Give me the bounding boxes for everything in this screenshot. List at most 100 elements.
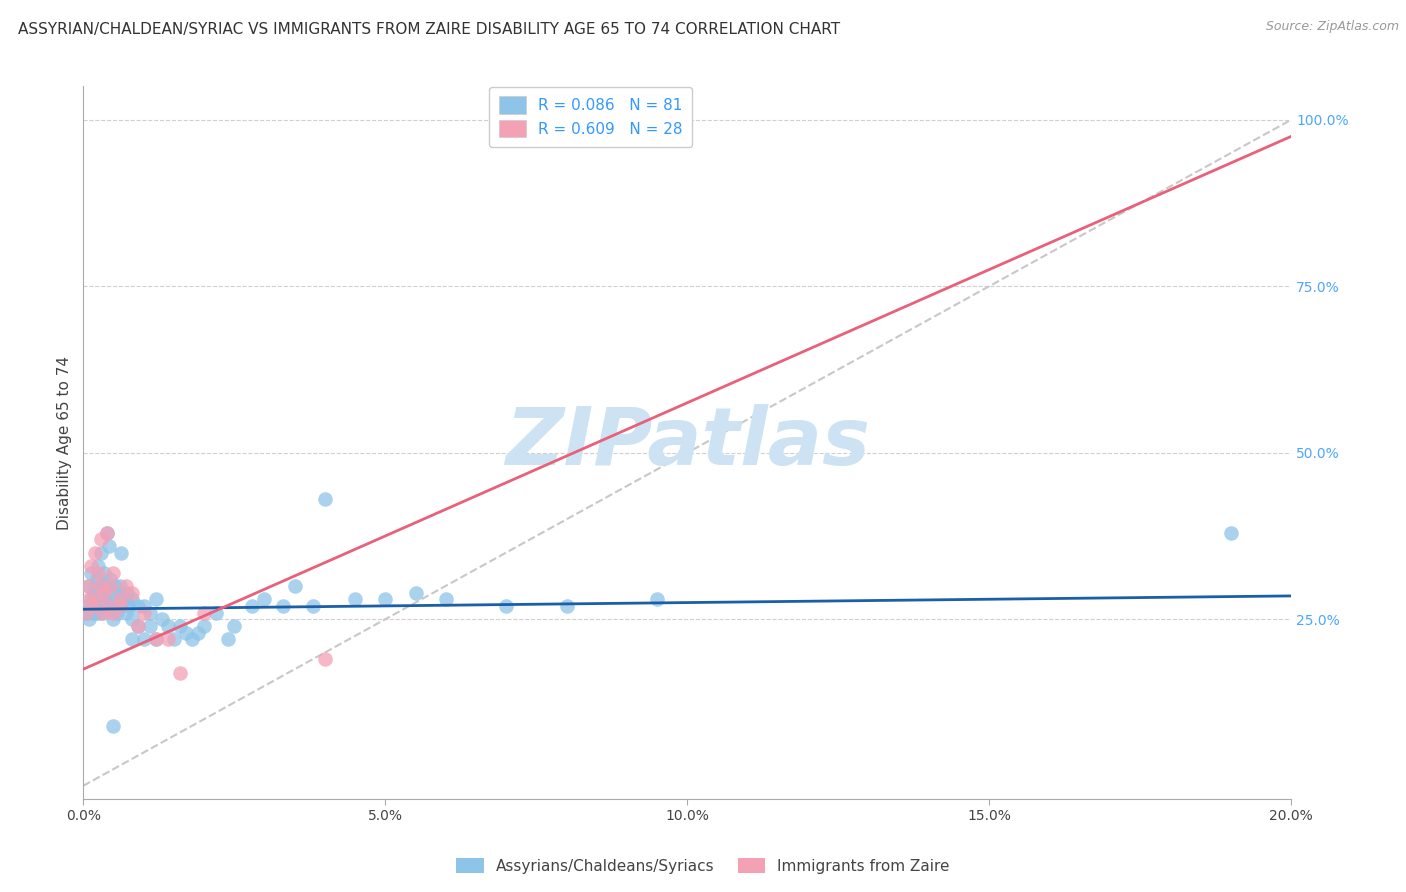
Point	[90, 599, 112, 613]
Point	[90, 579, 112, 593]
Point	[91, 579, 114, 593]
Point	[87, 566, 110, 580]
Point	[121, 585, 143, 599]
Point	[77, 599, 100, 613]
Point	[138, 619, 160, 633]
Point	[314, 492, 336, 507]
Point	[115, 585, 138, 599]
Point	[121, 632, 143, 647]
Point	[96, 599, 118, 613]
Point	[284, 579, 307, 593]
Text: ZIPatlas: ZIPatlas	[505, 404, 870, 482]
Point	[84, 592, 107, 607]
Text: Source: ZipAtlas.com: Source: ZipAtlas.com	[1265, 20, 1399, 33]
Point	[108, 599, 131, 613]
Point	[163, 632, 186, 647]
Point	[82, 606, 104, 620]
Point	[83, 585, 105, 599]
Point	[344, 592, 367, 607]
Point	[87, 558, 110, 573]
Point	[169, 665, 191, 680]
Point	[87, 606, 110, 620]
Point	[132, 606, 155, 620]
Point	[96, 599, 118, 613]
Point	[75, 606, 97, 620]
Point	[100, 599, 122, 613]
Point	[181, 632, 204, 647]
Point	[108, 599, 131, 613]
Point	[86, 572, 108, 586]
Point	[132, 599, 155, 613]
Point	[93, 585, 115, 599]
Point	[127, 619, 149, 633]
Point	[87, 592, 110, 607]
Point	[138, 606, 160, 620]
Point	[105, 606, 128, 620]
Point	[103, 606, 125, 620]
Point	[103, 585, 125, 599]
Point	[132, 632, 155, 647]
Point	[93, 592, 115, 607]
Point	[79, 592, 101, 607]
Point	[84, 606, 107, 620]
Point	[90, 533, 112, 547]
Point	[77, 579, 100, 593]
Point	[96, 525, 118, 540]
Point	[156, 619, 179, 633]
Point	[127, 599, 149, 613]
Point	[301, 599, 323, 613]
Point	[145, 632, 167, 647]
Y-axis label: Disability Age 65 to 74: Disability Age 65 to 74	[58, 356, 72, 530]
Point	[103, 612, 125, 626]
Point	[79, 579, 101, 593]
Point	[434, 592, 457, 607]
Point	[271, 599, 294, 613]
Point	[127, 619, 149, 633]
Point	[111, 585, 134, 599]
Point	[96, 579, 118, 593]
Point	[253, 592, 276, 607]
Point	[217, 632, 239, 647]
Point	[108, 579, 131, 593]
Point	[108, 592, 131, 607]
Point	[174, 625, 197, 640]
Point	[224, 619, 246, 633]
Point	[79, 592, 101, 607]
Point	[555, 599, 578, 613]
Point	[100, 579, 122, 593]
Point	[103, 719, 125, 733]
Point	[103, 592, 125, 607]
Point	[79, 566, 101, 580]
Point	[1219, 525, 1241, 540]
Point	[86, 599, 108, 613]
Point	[242, 599, 264, 613]
Legend: Assyrians/Chaldeans/Syriacs, Immigrants from Zaire: Assyrians/Chaldeans/Syriacs, Immigrants …	[450, 852, 956, 880]
Point	[193, 619, 215, 633]
Text: ASSYRIAN/CHALDEAN/SYRIAC VS IMMIGRANTS FROM ZAIRE DISABILITY AGE 65 TO 74 CORREL: ASSYRIAN/CHALDEAN/SYRIAC VS IMMIGRANTS F…	[18, 22, 841, 37]
Point	[91, 606, 114, 620]
Point	[108, 592, 131, 607]
Point	[79, 612, 101, 626]
Point	[150, 612, 173, 626]
Point	[405, 585, 427, 599]
Point	[103, 566, 125, 580]
Point	[93, 566, 115, 580]
Point	[114, 579, 136, 593]
Point	[96, 525, 118, 540]
Legend: R = 0.086   N = 81, R = 0.609   N = 28: R = 0.086 N = 81, R = 0.609 N = 28	[489, 87, 692, 146]
Point	[84, 592, 107, 607]
Point	[90, 546, 112, 560]
Point	[90, 585, 112, 599]
Point	[82, 599, 104, 613]
Point	[645, 592, 668, 607]
Point	[169, 619, 191, 633]
Point	[84, 579, 107, 593]
Point	[114, 592, 136, 607]
Point	[145, 632, 167, 647]
Point	[79, 558, 101, 573]
Point	[97, 539, 120, 553]
Point	[82, 599, 104, 613]
Point	[104, 579, 127, 593]
Point	[75, 606, 97, 620]
Point	[314, 652, 336, 666]
